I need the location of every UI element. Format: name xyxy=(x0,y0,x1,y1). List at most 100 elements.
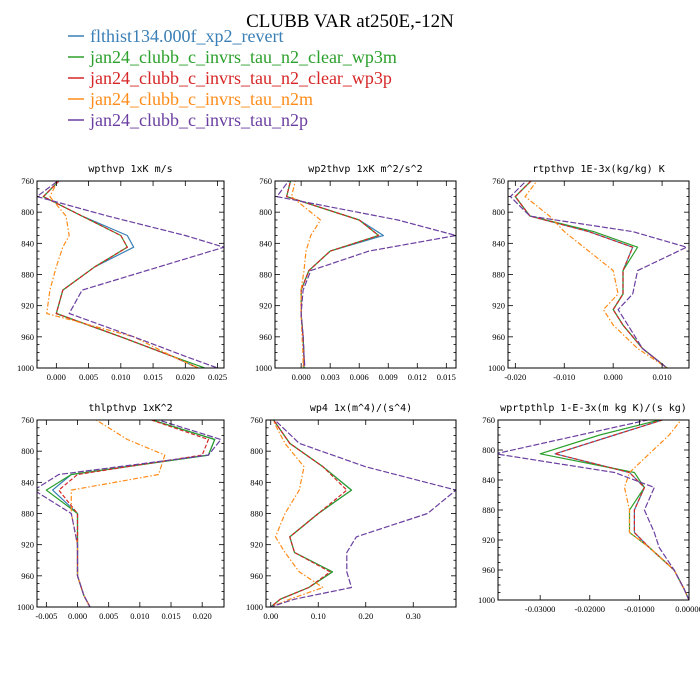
x-tick-label: 0.025 xyxy=(208,372,227,382)
series-line-4 xyxy=(70,420,166,607)
y-tick-label: 960 xyxy=(21,571,34,581)
series-line-2 xyxy=(45,420,216,607)
x-tick-label: -0.010 xyxy=(553,372,575,382)
x-tick-label: 0.00000 xyxy=(675,604,700,614)
x-tick-label: 0.015 xyxy=(144,372,163,382)
series-line-1 xyxy=(554,420,689,600)
x-tick-label: 0.30 xyxy=(406,611,421,621)
plot-frame xyxy=(36,419,225,608)
panel-title: wp2thvp 1xK m^2/s^2 xyxy=(308,164,422,175)
x-tick-label: -0.020 xyxy=(504,372,526,382)
series-line-4 xyxy=(270,420,324,607)
series-line-5 xyxy=(270,420,456,607)
x-tick-label: -0.01000 xyxy=(624,604,654,614)
y-tick-label: 960 xyxy=(482,565,495,575)
legend-entry: jan24_clubb_c_invrs_tau_n2_clear_wp3p xyxy=(68,68,392,88)
x-tick-label: 0.00 xyxy=(263,611,278,621)
y-tick-label: 960 xyxy=(259,332,272,342)
x-tick-label: 0.005 xyxy=(99,611,118,621)
y-tick-label: 800 xyxy=(21,207,34,217)
y-tick-label: 840 xyxy=(492,238,505,248)
legend-entry: jan24_clubb_c_invrs_tau_n2_clear_wp3m xyxy=(68,47,397,67)
series-line-3 xyxy=(270,420,348,607)
y-tick-label: 760 xyxy=(21,176,34,186)
panel-1: wpthvp 1xK m/s 760 800 840 880 920 960 1000 0.00… xyxy=(17,164,227,382)
y-tick-label: 920 xyxy=(21,540,34,550)
y-tick-label: 1000 xyxy=(255,363,272,373)
panel-4: thlpthvp 1xK^2 760 800 840 880 920 960 1000-0.0… xyxy=(17,403,225,621)
series-line-2 xyxy=(539,420,689,600)
series-line-4 xyxy=(290,181,322,368)
series-line-1 xyxy=(51,420,216,607)
y-tick-label: 800 xyxy=(250,446,263,456)
series-line-3 xyxy=(58,420,209,607)
y-tick-label: 1000 xyxy=(488,363,505,373)
y-tick-label: 1000 xyxy=(246,602,263,612)
panel-title: thlpthvp 1xK^2 xyxy=(88,403,172,414)
legend: flthist134.000f_xp2_revertjan24_clubb_c_… xyxy=(68,26,397,130)
y-tick-label: 960 xyxy=(492,332,505,342)
series-line-4 xyxy=(623,420,689,600)
series-line-5 xyxy=(276,181,456,368)
x-tick-label: 0.010 xyxy=(111,372,130,382)
series-line-2 xyxy=(42,181,205,368)
series-group xyxy=(509,181,688,368)
x-tick-label: 0.010 xyxy=(130,611,149,621)
series-line-3 xyxy=(554,420,689,600)
x-tick-label: 0.010 xyxy=(653,372,672,382)
x-tick-label: 0.006 xyxy=(350,372,369,382)
panel-title: rtpthvp 1E-3x(kg/kg) K xyxy=(532,164,664,175)
series-line-2 xyxy=(270,420,353,607)
x-tick-label: 0.20 xyxy=(358,611,373,621)
y-tick-label: 840 xyxy=(250,477,263,487)
series-line-5 xyxy=(37,181,224,368)
x-tick-label: -0.02000 xyxy=(575,604,605,614)
series-line-3 xyxy=(286,181,380,368)
legend-entry: jan24_clubb_c_invrs_tau_n2m xyxy=(68,89,313,109)
y-tick-label: 840 xyxy=(21,477,34,487)
x-tick-label: 0.000 xyxy=(292,372,311,382)
x-tick-label: -0.005 xyxy=(35,611,57,621)
y-tick-label: 760 xyxy=(259,176,272,186)
x-tick-label: 0.000 xyxy=(47,372,66,382)
panel-title: wp4 1x(m^4)/(s^4) xyxy=(310,403,412,414)
x-tick-label: 0.005 xyxy=(79,372,98,382)
y-tick-label: 800 xyxy=(492,207,505,217)
x-tick-label: 0.020 xyxy=(193,611,212,621)
y-tick-label: 960 xyxy=(250,571,263,581)
y-tick-label: 760 xyxy=(21,415,34,425)
x-tick-label: -0.03000 xyxy=(525,604,555,614)
panel-5: wp4 1x(m^4)/(s^4)76080084088092096010000… xyxy=(246,403,457,621)
y-tick-label: 840 xyxy=(482,475,495,485)
y-tick-label: 1000 xyxy=(17,602,34,612)
x-tick-label: 0.009 xyxy=(379,372,398,382)
x-tick-label: 0.000 xyxy=(68,611,87,621)
figure-title: CLUBB VAR at250E,-12N xyxy=(246,11,454,32)
y-tick-label: 840 xyxy=(21,238,34,248)
y-tick-label: 800 xyxy=(259,207,272,217)
series-line-3 xyxy=(42,181,199,368)
series-line-5 xyxy=(498,420,689,600)
legend-label: jan24_clubb_c_invrs_tau_n2_clear_wp3m xyxy=(89,47,397,67)
legend-label: jan24_clubb_c_invrs_tau_n2_clear_wp3p xyxy=(89,68,392,88)
legend-label: flthist134.000f_xp2_revert xyxy=(90,26,283,46)
panels: wpthvp 1xK m/s76080084088092096010000.00… xyxy=(17,164,700,621)
x-tick-label: 0.015 xyxy=(437,372,456,382)
plot-frame xyxy=(507,180,690,369)
y-tick-label: 920 xyxy=(250,540,263,550)
panel-3: rtpthvp 1E-3x(kg/kg) K 760 800 840 880 920 960… xyxy=(488,164,690,382)
y-tick-label: 760 xyxy=(250,415,263,425)
legend-entry: jan24_clubb_c_invrs_tau_n2p xyxy=(68,110,308,130)
series-line-3 xyxy=(514,181,668,368)
series-line-1 xyxy=(270,420,353,607)
series-line-1 xyxy=(42,181,199,368)
panel-title: wprtpthlp 1-E-3x(m kg K)/(s kg) xyxy=(500,403,687,414)
x-tick-label: 0.10 xyxy=(311,611,326,621)
series-group xyxy=(276,181,456,368)
series-line-5 xyxy=(509,181,688,368)
y-tick-label: 1000 xyxy=(17,363,34,373)
series-line-2 xyxy=(286,181,380,368)
y-tick-label: 920 xyxy=(259,301,272,311)
series-group xyxy=(270,420,456,607)
